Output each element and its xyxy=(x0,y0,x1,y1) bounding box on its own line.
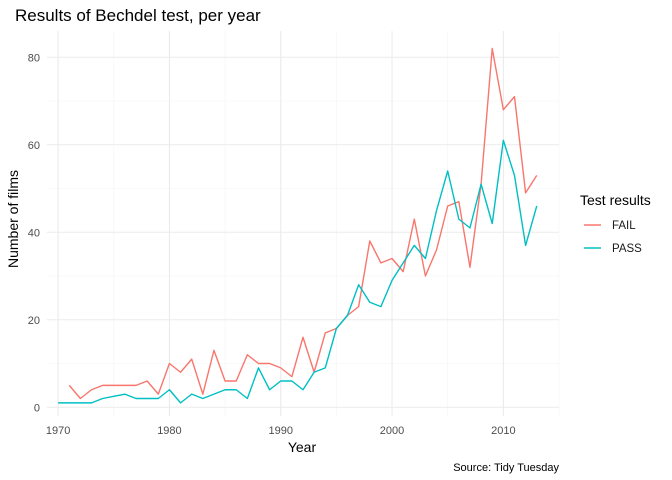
legend-label-pass: PASS xyxy=(612,243,642,255)
x-tick-label: 2000 xyxy=(380,425,404,437)
series-line-fail xyxy=(68,47,538,400)
x-tick-label: 2010 xyxy=(491,425,515,437)
caption: Source: Tidy Tuesday xyxy=(453,462,559,474)
y-tick-label: 80 xyxy=(28,52,40,64)
x-tick-label: 1980 xyxy=(157,425,181,437)
series-line-pass xyxy=(58,139,538,404)
plot-grid xyxy=(47,31,560,416)
y-axis-title: Number of films xyxy=(5,170,21,268)
y-tick-labels: 0 20 40 60 80 xyxy=(28,52,40,414)
y-tick-label: 60 xyxy=(28,140,40,152)
legend-title: Test results xyxy=(580,192,651,208)
x-tick-labels: 1970 1980 1990 2000 2010 xyxy=(46,425,516,437)
legend-label-fail: FAIL xyxy=(612,220,636,232)
y-tick-label: 0 xyxy=(34,402,40,414)
y-tick-label: 20 xyxy=(28,315,40,327)
chart-title: Results of Bechdel test, per year xyxy=(15,6,261,25)
x-tick-label: 1990 xyxy=(268,425,292,437)
legend: Test results FAIL PASS xyxy=(580,192,651,255)
x-tick-label: 1970 xyxy=(46,425,70,437)
series-lines xyxy=(58,47,538,404)
y-tick-label: 40 xyxy=(28,227,40,239)
x-axis-title: Year xyxy=(288,439,317,455)
